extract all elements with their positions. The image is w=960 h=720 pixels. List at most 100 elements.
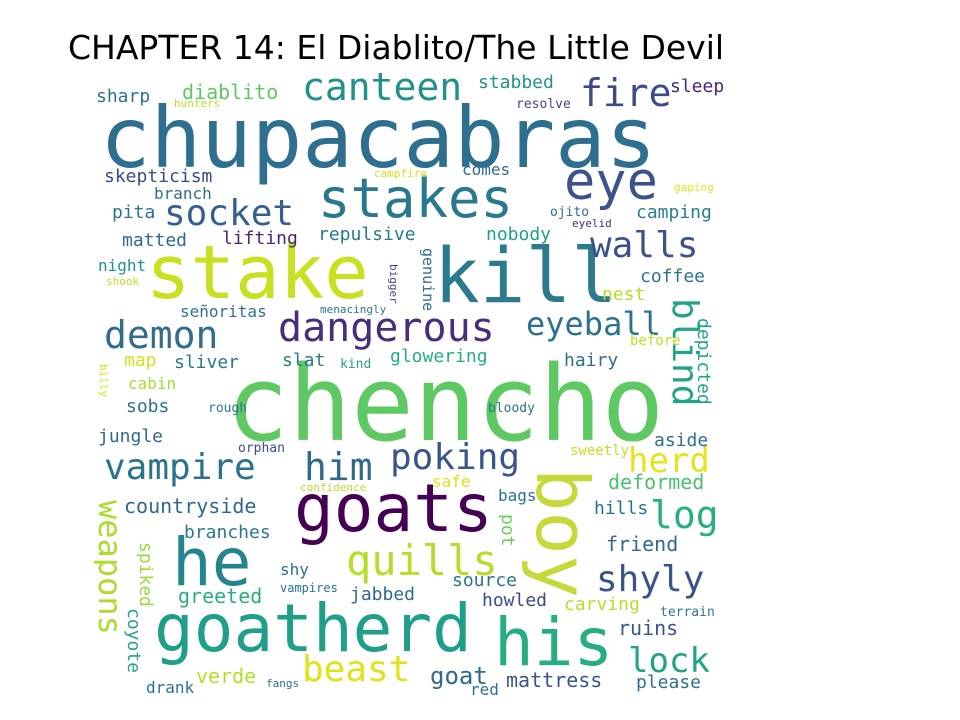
- word-log: log: [650, 493, 719, 537]
- word-fangs: fangs: [266, 677, 300, 690]
- word-slat: slat: [282, 350, 326, 371]
- word-walls: walls: [590, 225, 699, 266]
- word-orphan: orphan: [238, 441, 285, 456]
- word-countryside: countryside: [124, 494, 257, 518]
- word-eyeball: eyeball: [526, 305, 661, 343]
- word-senoritas: señoritas: [180, 302, 267, 321]
- word-hunters: hunters: [174, 97, 221, 110]
- word-howled: howled: [482, 590, 548, 611]
- word-blind: blind: [664, 298, 705, 407]
- word-greeted: greeted: [178, 584, 263, 608]
- word-branches: branches: [184, 522, 271, 543]
- word-ruins: ruins: [618, 616, 679, 640]
- word-goats: goats: [294, 470, 493, 547]
- word-genuine: genuine: [419, 248, 437, 312]
- word-aside: aside: [654, 430, 709, 451]
- word-comes: comes: [462, 160, 511, 179]
- word-sweetly: sweetly: [570, 443, 630, 459]
- word-poking: poking: [390, 437, 521, 478]
- word-his: his: [494, 604, 614, 681]
- word-kill: kill: [434, 231, 618, 320]
- word-vampires: vampires: [280, 581, 338, 595]
- word-bigger: bigger: [387, 264, 400, 304]
- word-goat: goat: [430, 662, 488, 690]
- word-demon: demon: [104, 313, 219, 357]
- word-resolve: resolve: [516, 97, 571, 112]
- word-branch: branch: [154, 184, 212, 203]
- word-lock: lock: [628, 641, 710, 681]
- word-matted: matted: [122, 230, 188, 251]
- word-skepticism: skepticism: [104, 166, 213, 187]
- word-cabin: cabin: [128, 374, 177, 393]
- word-bloody: bloody: [488, 401, 535, 416]
- word-coyote: coyote: [123, 608, 144, 674]
- word-ojito: ojito: [550, 205, 590, 220]
- word-eyelid: eyelid: [572, 217, 612, 230]
- word-dangerous: dangerous: [278, 305, 495, 351]
- word-chencho: chencho: [226, 343, 665, 465]
- word-kind: kind: [340, 357, 372, 372]
- word-stake: stake: [146, 230, 369, 316]
- word-rough: rough: [208, 401, 248, 416]
- word-bags: bags: [498, 486, 537, 505]
- word-nobody: nobody: [486, 224, 552, 245]
- word-vampire: vampire: [104, 447, 256, 488]
- word-shy: shy: [280, 560, 309, 579]
- word-pita: pita: [112, 202, 156, 223]
- word-weapons: weapons: [94, 500, 129, 635]
- word-hairy: hairy: [564, 350, 619, 371]
- word-shook: shook: [106, 275, 140, 288]
- word-stakes: stakes: [318, 167, 514, 230]
- word-please: please: [636, 672, 702, 693]
- word-cloud: chupacabras chencho stake kill boy goats…: [94, 68, 734, 708]
- word-lifting: lifting: [222, 228, 298, 249]
- word-jungle: jungle: [98, 426, 164, 447]
- word-red: red: [470, 680, 499, 699]
- word-glowering: glowering: [390, 346, 488, 367]
- word-jabbed: jabbed: [350, 584, 416, 605]
- word-menacingly: menacingly: [320, 303, 387, 316]
- word-repulsive: repulsive: [318, 224, 416, 245]
- word-quills: quills: [346, 536, 498, 585]
- word-beast: beast: [302, 649, 411, 690]
- word-goatherd: goatherd: [154, 590, 472, 667]
- word-terrain: terrain: [660, 605, 715, 620]
- word-before: before: [630, 333, 681, 349]
- word-camping: camping: [636, 202, 712, 223]
- word-stabbed: stabbed: [478, 72, 554, 93]
- word-carving: carving: [564, 594, 640, 615]
- word-campfire: campfire: [374, 167, 427, 180]
- word-coffee: coffee: [640, 266, 706, 287]
- word-eye: eye: [564, 152, 658, 212]
- word-billy: billy: [97, 364, 110, 398]
- word-gaping: gaping: [674, 181, 714, 194]
- word-sharp: sharp: [96, 86, 151, 107]
- word-fire: fire: [580, 71, 672, 115]
- word-map: map: [124, 350, 157, 371]
- word-night: night: [98, 256, 147, 275]
- word-depicted: depicted: [693, 318, 714, 405]
- word-sliver: sliver: [174, 352, 240, 373]
- word-socket: socket: [164, 193, 295, 234]
- word-sleep: sleep: [670, 76, 725, 97]
- word-friend: friend: [606, 532, 679, 556]
- word-safe: safe: [432, 472, 471, 491]
- chart-title: CHAPTER 14: El Diablito/The Little Devil: [68, 28, 725, 67]
- word-he: he: [172, 524, 252, 601]
- word-deformed: deformed: [608, 470, 705, 494]
- word-diablito: diablito: [182, 80, 279, 104]
- word-boy: boy: [520, 468, 604, 599]
- word-source: source: [452, 570, 518, 591]
- word-verde: verde: [196, 664, 257, 688]
- word-spiked: spiked: [135, 542, 156, 608]
- word-canteen: canteen: [302, 68, 463, 109]
- word-mattress: mattress: [506, 668, 603, 692]
- word-pot: pot: [497, 514, 518, 547]
- word-chupacabras: chupacabras: [100, 89, 657, 187]
- word-confidence: confidence: [300, 481, 367, 494]
- word-nest: nest: [602, 284, 646, 305]
- word-sobs: sobs: [126, 396, 170, 417]
- word-herd: herd: [628, 441, 710, 481]
- word-him: him: [304, 445, 373, 489]
- word-shyly: shyly: [596, 559, 705, 600]
